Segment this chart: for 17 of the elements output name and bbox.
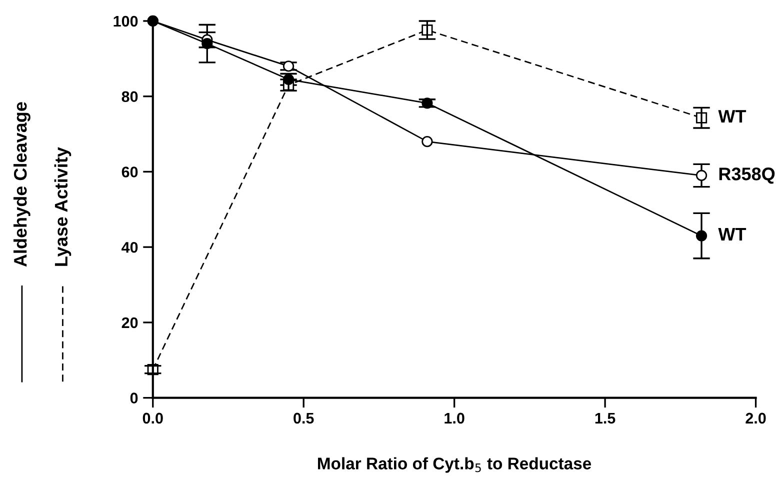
y-tick-label: 20 [122, 317, 138, 328]
y-tick-label: 0 [130, 392, 138, 404]
x-tick-label: 1.0 [444, 412, 464, 424]
series-label: WT [718, 110, 746, 122]
x-axis-title: Molar Ratio of Cyt.b$_{5}$ to Reductase [318, 457, 592, 473]
text: Aldehyde Cleavage [13, 102, 30, 267]
text: Lyase Activity [54, 147, 72, 266]
y-tick-label: 60 [122, 166, 138, 178]
x-tick-label: 2.0 [746, 412, 766, 424]
y-tick-label: 80 [122, 91, 138, 102]
x-tick-label: 1.5 [595, 412, 616, 424]
y-tick-label: 40 [122, 242, 138, 253]
y-tick-label: 100 [114, 16, 138, 27]
series-label: WT [718, 228, 746, 240]
series-label: R358Q [719, 168, 775, 184]
x-tick-label: 0.5 [294, 412, 314, 424]
x-tick-label: 0.0 [142, 412, 163, 424]
